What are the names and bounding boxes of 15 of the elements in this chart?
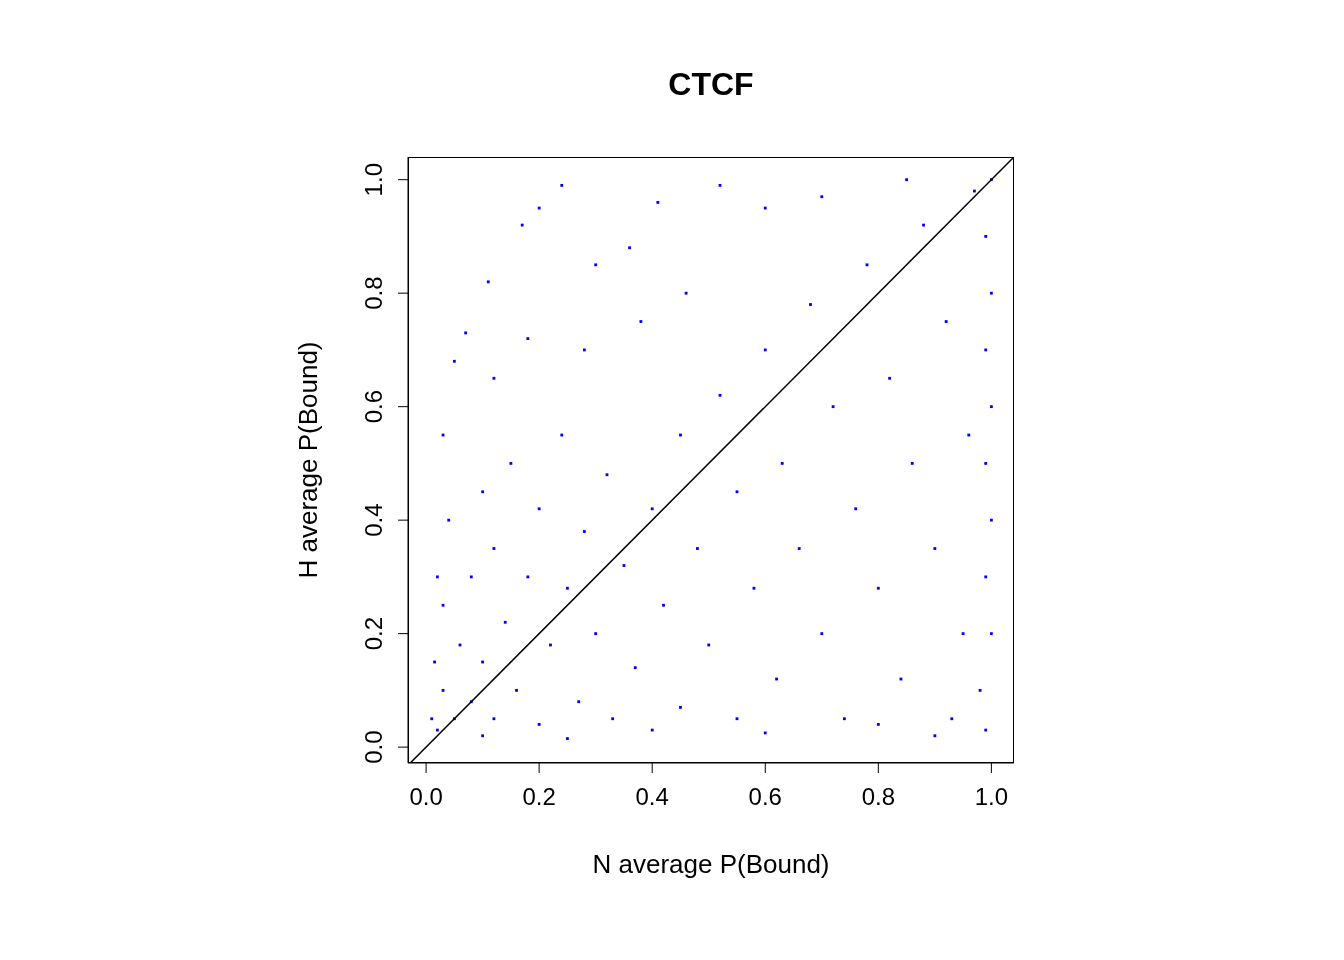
- y-tick-label: 1.0: [360, 163, 387, 197]
- y-tick-label: 0.6: [360, 389, 387, 424]
- y-tick-label: 0.2: [360, 616, 387, 651]
- y-axis-title: H average P(Bound): [293, 341, 324, 579]
- chart-title: CTCF: [667, 66, 755, 103]
- x-tick-label: 0.4: [635, 783, 669, 810]
- x-tick-label: 1.0: [974, 783, 1009, 810]
- x-tick-label: 0.0: [409, 783, 443, 810]
- x-tick-label: 0.2: [522, 783, 556, 810]
- x-axis-title: N average P(Bound): [592, 849, 830, 879]
- y-tick-label: 0.0: [360, 730, 387, 764]
- x-tick-label: 0.6: [748, 783, 782, 810]
- y-tick-label: 0.8: [360, 276, 387, 310]
- x-tick-label: 0.8: [861, 783, 896, 810]
- y-tick-label: 0.4: [360, 503, 387, 537]
